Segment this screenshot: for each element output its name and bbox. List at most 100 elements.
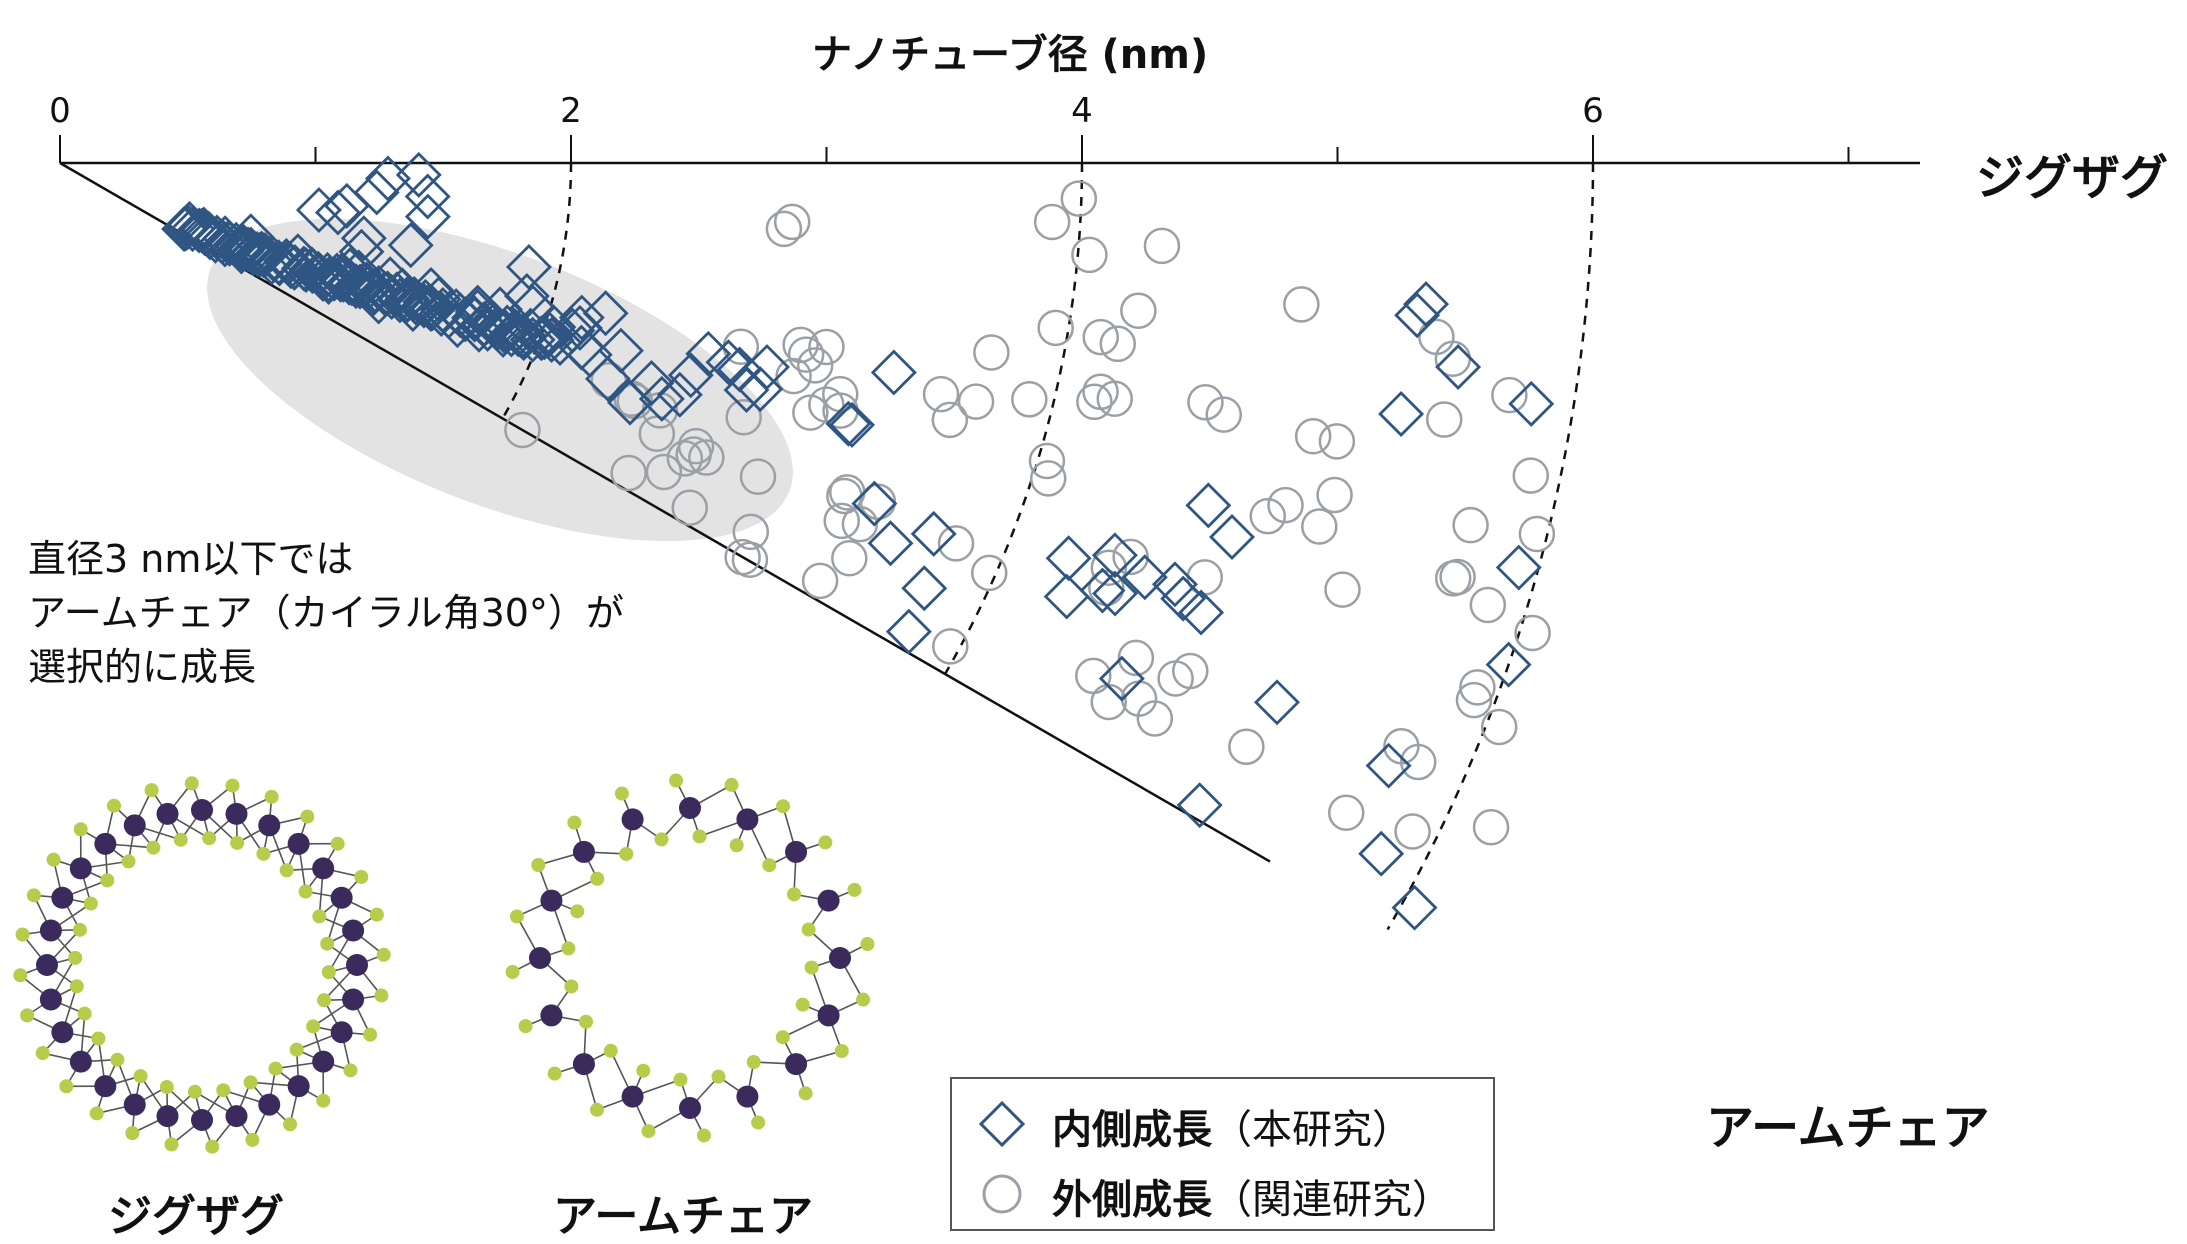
data-point-circle bbox=[1207, 398, 1241, 432]
sulfur-atom bbox=[590, 1103, 604, 1117]
sulfur-atom bbox=[216, 1083, 230, 1097]
metal-atom bbox=[124, 814, 146, 836]
sulfur-atom bbox=[747, 1055, 761, 1069]
data-point-diamond bbox=[1046, 576, 1088, 618]
sulfur-atom bbox=[245, 1133, 259, 1147]
data-point-diamond bbox=[1380, 393, 1422, 435]
sulfur-atom bbox=[100, 873, 114, 887]
sulfur-atom bbox=[673, 1073, 687, 1087]
data-point-circle bbox=[1188, 385, 1222, 419]
sulfur-atom bbox=[202, 831, 216, 845]
metal-atom bbox=[225, 1105, 247, 1127]
sulfur-atom bbox=[604, 1044, 618, 1058]
sulfur-atom bbox=[579, 1015, 593, 1029]
sulfur-atom bbox=[90, 1106, 104, 1120]
data-point-circle bbox=[767, 212, 801, 246]
metal-atom bbox=[622, 1086, 644, 1108]
legend-label-rest: （本研究） bbox=[1212, 1107, 1412, 1153]
sulfur-atom bbox=[13, 968, 27, 982]
sulfur-atom bbox=[36, 1046, 50, 1060]
data-point-circle bbox=[775, 205, 809, 239]
data-point-circle bbox=[959, 385, 993, 419]
sulfur-atom bbox=[331, 837, 345, 851]
metal-atom bbox=[51, 887, 73, 909]
sulfur-atom bbox=[59, 1079, 73, 1093]
data-point-circle bbox=[1482, 710, 1516, 744]
metal-atom bbox=[829, 947, 851, 969]
metal-atom bbox=[40, 988, 62, 1010]
data-point-diamond bbox=[1187, 484, 1229, 526]
data-point-circle bbox=[1492, 378, 1526, 412]
armchair-model-label: アームチェア bbox=[553, 1180, 813, 1244]
sulfur-atom bbox=[561, 941, 575, 955]
metal-atom bbox=[94, 1075, 116, 1097]
data-point-circle bbox=[1516, 616, 1550, 650]
sulfur-atom bbox=[84, 897, 98, 911]
sulfur-atom bbox=[107, 799, 121, 813]
metal-atom bbox=[94, 833, 116, 855]
metal-atom bbox=[342, 920, 364, 942]
sulfur-atom bbox=[751, 1115, 765, 1129]
sulfur-atom bbox=[567, 816, 581, 830]
data-point-circle bbox=[1514, 459, 1548, 493]
sulfur-atom bbox=[354, 870, 368, 884]
sulfur-atom bbox=[860, 937, 874, 951]
sulfur-atom bbox=[306, 1019, 320, 1033]
sulfur-atom bbox=[802, 923, 816, 937]
legend: 内側成長（本研究） 外側成長（関連研究） bbox=[950, 1077, 1495, 1231]
sulfur-atom bbox=[564, 979, 578, 993]
metal-atom bbox=[540, 1004, 562, 1026]
sulfur-atom bbox=[796, 998, 810, 1012]
sulfur-atom bbox=[590, 872, 604, 886]
sulfur-atom bbox=[225, 779, 239, 793]
metal-atom bbox=[258, 1094, 280, 1116]
data-point-circle bbox=[1039, 311, 1073, 345]
sulfur-atom bbox=[835, 1044, 849, 1058]
sulfur-atom bbox=[268, 1062, 282, 1076]
data-point-circle bbox=[1302, 509, 1336, 543]
metal-atom bbox=[818, 1004, 840, 1026]
zigzag-edge-label: ジグザグ bbox=[1976, 138, 2168, 208]
diamond-marker-icon bbox=[977, 1099, 1027, 1149]
armchair-edge-label: アームチェア bbox=[1706, 1088, 1990, 1158]
data-point-circle bbox=[1318, 478, 1352, 512]
sulfur-atom bbox=[230, 836, 244, 850]
data-point-diamond bbox=[1048, 537, 1090, 579]
data-point-diamond bbox=[746, 346, 788, 388]
metal-atom bbox=[540, 890, 562, 912]
sulfur-atom bbox=[122, 854, 136, 868]
sulfur-atom bbox=[730, 838, 744, 852]
data-point-diamond bbox=[903, 567, 945, 609]
sulfur-atom bbox=[205, 1140, 219, 1154]
metal-atom bbox=[331, 1021, 353, 1043]
sulfur-atom bbox=[165, 1137, 179, 1151]
sulfur-atom bbox=[16, 928, 30, 942]
x-tick-label: 0 bbox=[49, 91, 71, 131]
sulfur-atom bbox=[548, 1067, 562, 1081]
sulfur-atom bbox=[776, 799, 790, 813]
sulfur-atom bbox=[134, 1069, 148, 1083]
data-point-circle bbox=[1229, 730, 1263, 764]
metal-atom bbox=[818, 890, 840, 912]
sulfur-atom bbox=[669, 774, 683, 788]
sulfur-atom bbox=[636, 1064, 650, 1078]
data-point-diamond bbox=[873, 351, 915, 393]
sulfur-atom bbox=[70, 979, 84, 993]
annotation-line: 選択的に成長 bbox=[28, 640, 748, 694]
sulfur-atom bbox=[145, 783, 159, 797]
metal-atom bbox=[191, 799, 213, 821]
data-point-circle bbox=[1320, 424, 1354, 458]
data-point-circle bbox=[803, 564, 837, 598]
metal-atom bbox=[573, 1053, 595, 1075]
sulfur-atom bbox=[697, 1128, 711, 1142]
data-point-circle bbox=[832, 541, 866, 575]
sulfur-atom bbox=[370, 908, 384, 922]
metal-atom bbox=[573, 841, 595, 863]
data-point-circle bbox=[1284, 287, 1318, 321]
data-point-diamond bbox=[888, 611, 930, 653]
sulfur-atom bbox=[317, 993, 331, 1007]
data-point-circle bbox=[1460, 670, 1494, 704]
sulfur-atom bbox=[776, 1030, 790, 1044]
sulfur-atom bbox=[847, 883, 861, 897]
